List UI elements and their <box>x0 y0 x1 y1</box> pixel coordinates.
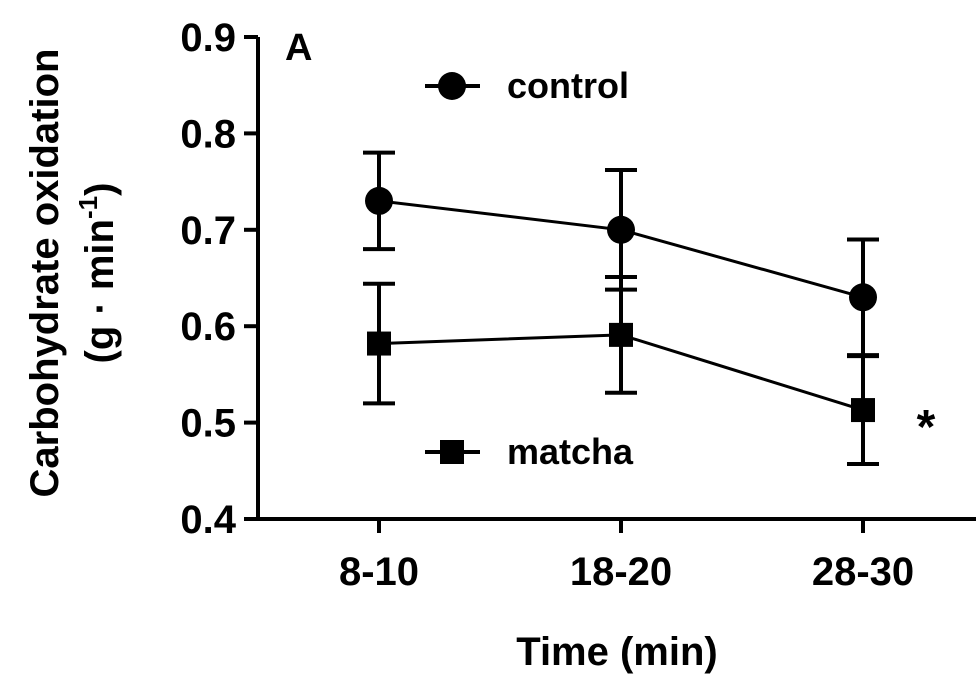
x-tick-label: 18-20 <box>570 550 672 594</box>
data-point <box>851 398 875 423</box>
annotations: * <box>917 401 936 454</box>
series-layer <box>363 150 879 467</box>
y-tick-label: 0.7 <box>180 209 236 253</box>
y-axis: 0.4 0.5 0.6 0.7 0.8 0.9 <box>180 16 260 542</box>
data-point <box>365 186 393 215</box>
y-ticks: 0.4 0.5 0.6 0.7 0.8 0.9 <box>180 16 258 542</box>
x-axis-title: Time (min) <box>516 630 718 674</box>
legend-marker <box>440 440 464 464</box>
y-axis-units: (g · min-1) <box>73 183 122 364</box>
y-tick-label: 0.8 <box>180 112 236 156</box>
y-axis-units-group: (g · min-1) <box>73 183 122 364</box>
data-point <box>607 215 635 244</box>
y-axis-units-exponent: -1 <box>73 196 103 219</box>
legend-marker <box>438 72 466 100</box>
x-tick-label: 8-10 <box>339 550 419 594</box>
series-matcha <box>363 275 879 467</box>
x-tick-label: 28-30 <box>812 550 914 594</box>
legend-item-control: control <box>425 65 629 106</box>
data-point <box>849 283 877 312</box>
y-axis-units-suffix: ) <box>78 183 122 196</box>
y-axis-title: Carbohydrate oxidation <box>23 49 67 498</box>
x-axis: 8-10 18-20 28-30 <box>258 517 976 594</box>
y-tick-label: 0.6 <box>180 305 236 349</box>
y-tick-label: 0.9 <box>180 16 236 60</box>
significance-marker: * <box>917 401 936 454</box>
legend: control matcha <box>425 65 634 472</box>
legend-label: control <box>507 65 629 106</box>
data-point <box>609 322 633 347</box>
y-axis-units-prefix: (g · min <box>78 219 122 363</box>
y-tick-label: 0.5 <box>180 402 236 446</box>
legend-label: matcha <box>507 431 634 472</box>
y-tick-label: 0.4 <box>180 498 236 542</box>
series-control <box>363 150 879 358</box>
y-axis-title-group: Carbohydrate oxidation <box>23 49 67 498</box>
x-ticks: 8-10 18-20 28-30 <box>339 519 914 594</box>
legend-item-matcha: matcha <box>425 431 634 472</box>
panel-label: A <box>285 27 312 69</box>
data-point <box>367 331 391 356</box>
